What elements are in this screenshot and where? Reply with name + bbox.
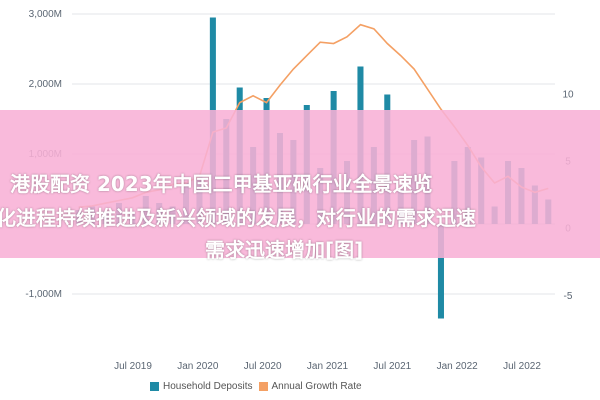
x-axis-ticks: Jul 2019 Jan 2020 Jul 2020 Jan 2021 Jul 2021… — [114, 361, 541, 372]
x-tick-label: Jan 2020 — [177, 361, 219, 372]
overlay-line-2: 化进程持续推进及新兴领域的发展，对行业的需求迅速 — [0, 206, 476, 230]
x-tick-label: Jul 2020 — [244, 361, 282, 372]
legend-label-household-deposits: Household Deposits — [163, 380, 253, 392]
legend-swatch-household-deposits — [150, 381, 159, 391]
left-tick-label: -1,000M — [25, 289, 62, 300]
overlay-line-3: 需求迅速增加[图] — [205, 238, 364, 262]
x-tick-label: Jan 2021 — [307, 361, 349, 372]
legend-swatch-annual-growth-rate — [258, 381, 268, 391]
x-tick-label: Jul 2021 — [373, 361, 411, 372]
right-tick-label: -5 — [564, 291, 573, 302]
x-tick-label: Jul 2022 — [503, 361, 541, 372]
legend-label-annual-growth-rate: Annual Growth Rate — [271, 380, 362, 392]
bar-household-deposits — [437, 224, 444, 319]
overlay-banner: 港股配资 2023年中国二甲基亚砜行业全景速览 化进程持续推进及新兴领域的发展，… — [0, 110, 600, 262]
legend: Household Deposits Annual Growth Rate — [150, 376, 362, 396]
x-tick-label: Jul 2019 — [114, 361, 152, 372]
left-tick-label: 2,000M — [29, 79, 62, 90]
x-tick-label: Jan 2022 — [437, 361, 479, 372]
legend-item-household-deposits: Household Deposits — [150, 381, 253, 392]
overlay-line-1: 港股配资 2023年中国二甲基亚砜行业全景速览 — [10, 172, 433, 196]
left-tick-label: 3,000M — [29, 9, 62, 20]
legend-item-annual-growth-rate: Annual Growth Rate — [258, 380, 362, 392]
right-tick-label: 10 — [562, 90, 574, 101]
